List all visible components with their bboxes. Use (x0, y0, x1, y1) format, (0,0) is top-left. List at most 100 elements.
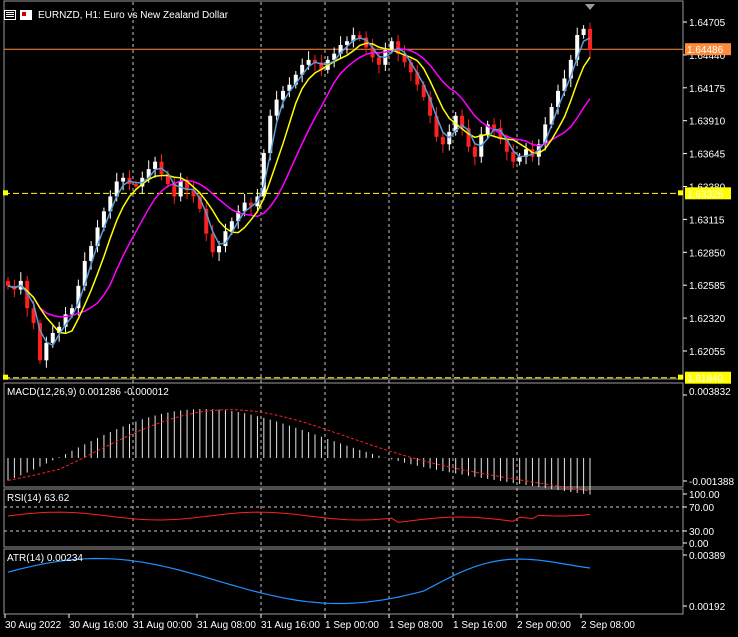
candle-body (485, 124, 490, 135)
candle-body (210, 233, 215, 253)
candle-body (197, 196, 202, 209)
candle-body (204, 208, 209, 234)
ma-fast-line (7, 37, 591, 347)
ma-slow-line (7, 48, 591, 318)
scroll-marker-icon (585, 4, 595, 10)
candle-body (466, 128, 471, 147)
candle-body (133, 184, 138, 187)
level-anchor (678, 374, 683, 380)
main-pane-frame (3, 0, 684, 380)
candle-body (37, 323, 42, 361)
candle-body (229, 221, 234, 232)
level-price-tag-text: 1.61840 (687, 374, 724, 385)
rsi-scale-label: 100.00 (689, 490, 720, 501)
chart-list-icon[interactable] (4, 10, 16, 20)
price-tick-label: 1.62585 (689, 281, 726, 292)
candle-body (268, 115, 273, 153)
candle-body (408, 62, 413, 73)
atr-scale-min: 0.00192 (689, 602, 726, 613)
rsi-pane-frame (3, 488, 684, 548)
candle-body (543, 124, 548, 145)
candle-body (217, 246, 222, 253)
candle-body (165, 174, 170, 185)
candle-body (568, 59, 573, 79)
candle-body (588, 28, 592, 50)
macd-scale-min: -0.001388 (689, 477, 734, 488)
time-axis-label: 31 Aug 00:00 (133, 620, 192, 631)
time-axis-label: 31 Aug 16:00 (261, 620, 320, 631)
price-tick-label: 1.64705 (689, 18, 726, 29)
candle-body (172, 184, 177, 197)
candle-body (319, 62, 324, 70)
candle-body (57, 326, 62, 333)
candle-body (31, 308, 36, 324)
candle-body (89, 246, 94, 261)
candle-body (287, 84, 292, 91)
flag-icon (20, 10, 32, 20)
candle-body (306, 59, 311, 65)
candle-body (223, 231, 228, 247)
candle-body (581, 28, 586, 36)
candle-body (357, 35, 362, 38)
candle-body (338, 44, 343, 54)
atr-pane-frame (3, 548, 684, 615)
candle-body (511, 151, 516, 162)
candle-body (82, 260, 87, 286)
atr-label: ATR(14) 0.00234 (7, 553, 83, 564)
macd-label: MACD(12,26,9) 0.001286 -0.000012 (7, 387, 169, 398)
candle-body (524, 149, 529, 157)
time-axis-label: 31 Aug 08:00 (197, 620, 256, 631)
time-axis-label: 2 Sep 00:00 (517, 620, 571, 631)
macd-pane-frame (3, 382, 684, 488)
level-anchor (3, 374, 8, 380)
candle-body (492, 124, 497, 129)
candle-body (44, 342, 49, 361)
candle-body (562, 78, 567, 91)
time-axis-label: 1 Sep 08:00 (389, 620, 443, 631)
candle-body (472, 146, 477, 157)
candle-body (421, 84, 426, 98)
price-tick-label: 1.63115 (689, 215, 725, 226)
price-tick-label: 1.64440 (689, 51, 726, 62)
time-axis-label: 2 Sep 08:00 (581, 620, 635, 631)
candle-body (76, 285, 81, 309)
candle-body (549, 107, 554, 125)
candle-body (332, 53, 337, 60)
candle-body (178, 181, 183, 197)
time-axis-label: 30 Aug 2022 (5, 620, 62, 631)
candle-body (101, 211, 106, 228)
price-tick-label: 1.63910 (689, 117, 726, 128)
rsi-line (7, 511, 591, 523)
candle-body (556, 90, 561, 108)
candle-body (242, 202, 247, 212)
rsi-label: RSI(14) 63.62 (7, 493, 70, 504)
ma-mid-line (7, 42, 591, 335)
rsi-scale-label: 70.00 (689, 503, 714, 514)
level-price-tag (685, 371, 731, 384)
price-tick-label: 1.63645 (689, 150, 726, 161)
candle-body (351, 35, 356, 42)
atr-line (7, 557, 591, 605)
candle-body (274, 99, 279, 116)
macd-scale-max: 0.003832 (689, 387, 731, 398)
candle-body (50, 332, 55, 343)
candle-body (434, 115, 439, 137)
candle-body (344, 41, 349, 45)
candle-body (402, 53, 407, 63)
candle-body (312, 59, 317, 63)
chart-header: EURNZD, H1: Euro vs New Zealand Dollar (4, 7, 228, 23)
candle-body (63, 314, 68, 327)
candle-body (364, 37, 369, 48)
candle-body (300, 64, 305, 75)
candle-body (114, 181, 119, 197)
candle-body (517, 156, 522, 162)
current-price-tag (685, 43, 731, 56)
candle-body (25, 280, 30, 309)
candle-body (146, 169, 151, 178)
time-axis-label: 30 Aug 16:00 (69, 620, 128, 631)
candle-body (293, 74, 298, 85)
candle-body (95, 227, 100, 247)
macd-signal-line (7, 409, 591, 492)
